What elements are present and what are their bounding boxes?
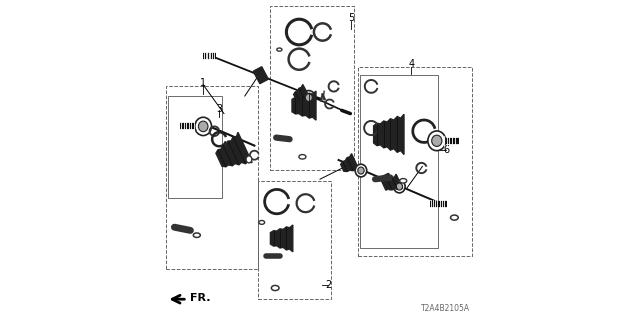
Ellipse shape [399,179,407,183]
Bar [358,67,472,256]
Bar [258,181,332,299]
Polygon shape [294,84,310,100]
Ellipse shape [394,180,405,193]
Bar [270,6,353,170]
Ellipse shape [299,155,306,159]
Ellipse shape [432,135,442,147]
Bar [166,86,258,269]
Ellipse shape [428,131,445,151]
Text: 5: 5 [348,12,355,23]
Ellipse shape [246,156,252,163]
Ellipse shape [355,164,367,177]
Polygon shape [292,91,316,120]
Bar [360,75,438,248]
Text: 6: 6 [444,145,449,156]
Polygon shape [387,174,403,190]
Text: 3: 3 [216,104,222,114]
Polygon shape [270,225,293,252]
Polygon shape [374,114,404,155]
Polygon shape [216,132,252,167]
Ellipse shape [271,285,279,291]
Bar [168,96,223,198]
Ellipse shape [305,94,312,101]
Text: 1: 1 [200,78,206,88]
Ellipse shape [451,215,458,220]
Polygon shape [253,67,268,84]
Ellipse shape [193,233,200,237]
Ellipse shape [396,183,403,190]
Polygon shape [380,173,394,190]
Ellipse shape [198,121,208,132]
Polygon shape [340,154,359,172]
Text: T2A4B2105A: T2A4B2105A [421,304,470,313]
Text: FR.: FR. [191,292,211,303]
Ellipse shape [259,220,265,224]
Ellipse shape [358,167,364,174]
Ellipse shape [277,48,282,51]
Ellipse shape [195,117,211,136]
Text: 2: 2 [325,280,331,290]
Ellipse shape [303,91,315,105]
Text: 4: 4 [408,59,414,69]
